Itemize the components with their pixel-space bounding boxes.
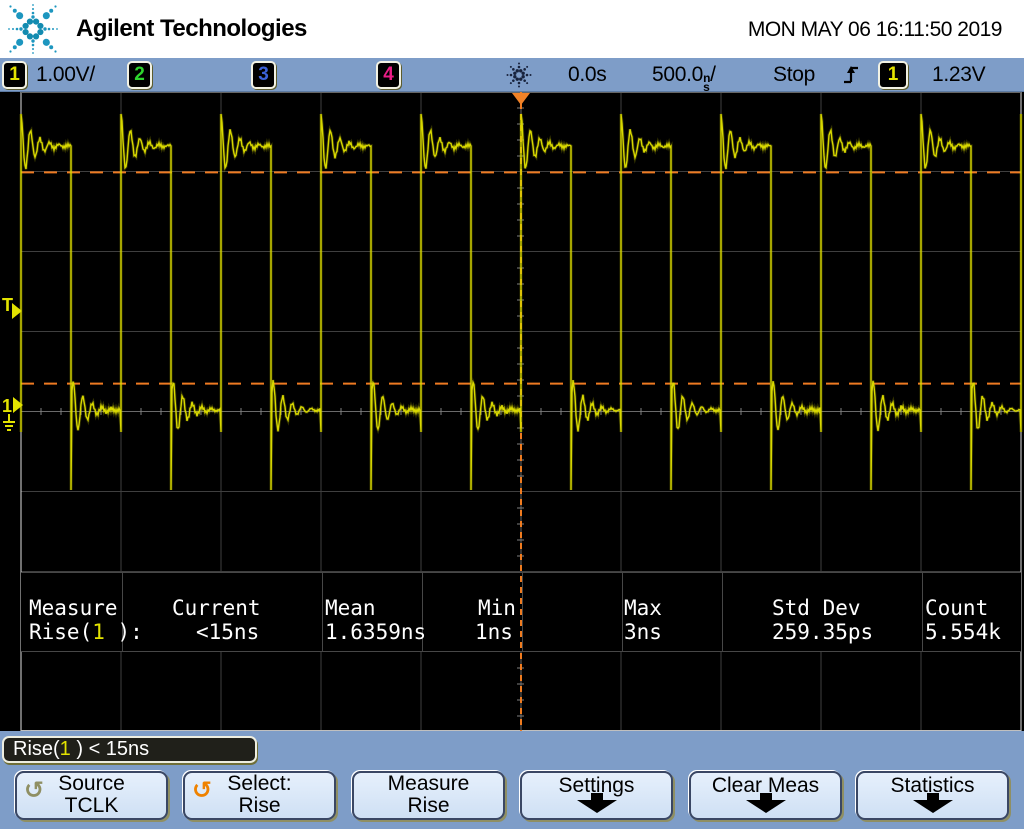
softkey-select[interactable]: ↺ Select: Rise xyxy=(183,771,336,820)
measure-col-header: Std Dev xyxy=(772,596,861,620)
measure-row-name: Rise(1 ): xyxy=(29,620,143,644)
softkey-source[interactable]: ↺ Source TCLK xyxy=(15,771,168,820)
trigger-source-badge: 1 xyxy=(878,61,908,89)
datetime: MON MAY 06 16:11:50 2019 xyxy=(747,18,1003,41)
menu-down-arrow-icon xyxy=(576,793,617,813)
measure-col-header: Max xyxy=(624,596,662,620)
measurement-definition-readout: Rise(1 ) < 15ns xyxy=(2,736,257,763)
menu-down-arrow-icon xyxy=(745,793,786,813)
softkey-label: Statistics xyxy=(890,774,975,797)
channel-1-ground-marker[interactable]: 1 xyxy=(1,394,25,440)
trigger-marker-label: T xyxy=(2,295,13,315)
measure-row-title: Measure xyxy=(29,596,118,620)
ground-marker-label: 1 xyxy=(2,396,12,416)
softkey-statistics[interactable]: Statistics xyxy=(856,771,1009,820)
run-state: Stop xyxy=(773,63,815,86)
channel-1-scale: 1.00V/ xyxy=(36,63,95,86)
measure-col-value: 1.6359ns xyxy=(325,620,427,644)
measure-col-header: Current xyxy=(172,596,261,620)
channel-1-badge: 1 xyxy=(2,61,27,89)
measure-col-value: 1ns xyxy=(475,620,513,644)
timebase-unit-top: n xyxy=(703,71,711,85)
status-bar: 1 1.00V/ 2 3 4 0.0s 500.0 n s / Stop 1 1.23… xyxy=(0,58,1024,94)
softkey-measure[interactable]: Measure Rise xyxy=(352,771,505,820)
softkey-value: Rise xyxy=(238,794,281,817)
timebase-value: 500.0 xyxy=(652,63,704,86)
timebase-unit-bottom: s xyxy=(703,80,710,94)
measure-col-value: 3ns xyxy=(624,620,662,644)
measure-col-header: Count xyxy=(925,596,989,620)
timebase-readout: 500.0 n s / xyxy=(652,63,716,94)
measure-col-value: <15ns xyxy=(196,620,260,644)
softkey-panel: Rise(1 ) < 15ns ↺ Source TCLK ↺ Select: … xyxy=(0,731,1024,829)
waveform-display: T 1 Measure Rise(1 ): Current <15ns Mean… xyxy=(0,92,1024,731)
timebase-suffix: / xyxy=(710,63,716,86)
channel-3-badge: 3 xyxy=(251,61,276,89)
acquisition-burst-icon xyxy=(506,62,532,88)
softkey-value: TCLK xyxy=(64,794,119,817)
softkey-label: Measure xyxy=(387,772,470,795)
measure-col-value: 5.554k xyxy=(925,620,1001,644)
trigger-marker-arrow-icon xyxy=(12,303,22,319)
trigger-level-marker[interactable]: T xyxy=(1,294,23,322)
rotate-knob-icon: ↺ xyxy=(192,776,213,804)
softkey-label: Source xyxy=(58,772,125,795)
ground-marker-arrow-icon xyxy=(13,397,23,413)
waveform-layer xyxy=(19,92,1023,731)
softkey-clear-meas[interactable]: Clear Meas xyxy=(689,771,842,820)
softkey-label: Settings xyxy=(558,774,635,797)
measure-col-value: 259.35ps xyxy=(772,620,874,644)
softkey-settings[interactable]: Settings xyxy=(520,771,673,820)
softkey-label: Select: xyxy=(227,772,292,795)
channel-2-badge: 2 xyxy=(127,61,152,89)
channel-4-badge: 4 xyxy=(376,61,401,89)
measure-col-header: Mean xyxy=(325,596,376,620)
header: Agilent Technologies MON MAY 06 16:11:50… xyxy=(0,0,1024,58)
menu-down-arrow-icon xyxy=(912,793,953,813)
delay-readout: 0.0s xyxy=(568,63,607,86)
trigger-rising-edge-icon xyxy=(844,66,858,84)
brand-title: Agilent Technologies xyxy=(76,15,307,42)
ground-symbol-icon xyxy=(3,414,15,431)
rotate-knob-icon: ↺ xyxy=(24,776,45,804)
softkey-label: Clear Meas xyxy=(711,774,820,797)
trigger-level-readout: 1.23V xyxy=(932,63,986,86)
softkey-value: Rise xyxy=(407,794,450,817)
measure-col-header: Min xyxy=(478,596,516,620)
agilent-logo-icon xyxy=(8,4,58,54)
